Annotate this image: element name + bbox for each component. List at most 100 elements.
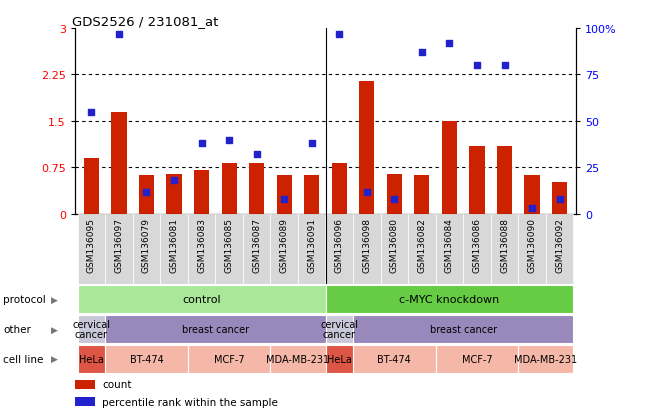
- Point: [389, 196, 400, 203]
- Text: GSM136081: GSM136081: [169, 218, 178, 273]
- Bar: [243, 214, 270, 285]
- Text: count: count: [102, 380, 132, 389]
- Point: [472, 63, 482, 69]
- Text: GSM136083: GSM136083: [197, 218, 206, 273]
- Bar: [387, 174, 402, 214]
- Text: cervical
cancer: cervical cancer: [72, 319, 111, 339]
- Bar: [105, 214, 133, 285]
- Bar: [408, 214, 436, 285]
- Text: GSM136095: GSM136095: [87, 218, 96, 273]
- Text: MCF-7: MCF-7: [214, 354, 244, 364]
- Bar: [326, 345, 353, 373]
- Bar: [111, 112, 126, 214]
- Text: MDA-MB-231: MDA-MB-231: [514, 354, 577, 364]
- Bar: [326, 315, 353, 343]
- Point: [444, 40, 454, 47]
- Text: HeLa: HeLa: [79, 354, 104, 364]
- Point: [555, 196, 565, 203]
- Text: GSM136084: GSM136084: [445, 218, 454, 273]
- Text: percentile rank within the sample: percentile rank within the sample: [102, 396, 279, 407]
- Bar: [326, 285, 574, 313]
- Bar: [75, 380, 95, 389]
- Text: MCF-7: MCF-7: [462, 354, 492, 364]
- Text: HeLa: HeLa: [327, 354, 352, 364]
- Bar: [167, 174, 182, 214]
- Bar: [353, 345, 436, 373]
- Text: ▶: ▶: [51, 354, 57, 363]
- Bar: [552, 182, 567, 214]
- Point: [197, 140, 207, 147]
- Bar: [215, 214, 243, 285]
- Bar: [270, 345, 326, 373]
- Text: protocol: protocol: [3, 294, 46, 304]
- Point: [361, 189, 372, 195]
- Bar: [139, 176, 154, 214]
- Text: ▶: ▶: [51, 325, 57, 334]
- Text: cell line: cell line: [3, 354, 44, 364]
- Text: GDS2526 / 231081_at: GDS2526 / 231081_at: [72, 15, 219, 28]
- Bar: [77, 315, 105, 343]
- Bar: [381, 214, 408, 285]
- Text: GSM136091: GSM136091: [307, 218, 316, 273]
- Point: [114, 31, 124, 38]
- Bar: [518, 214, 546, 285]
- Bar: [469, 146, 484, 214]
- Point: [499, 63, 510, 69]
- Text: GSM136085: GSM136085: [225, 218, 234, 273]
- Point: [141, 189, 152, 195]
- Bar: [77, 345, 105, 373]
- Text: GSM136086: GSM136086: [473, 218, 482, 273]
- Bar: [221, 164, 237, 214]
- Bar: [160, 214, 187, 285]
- Text: GSM136096: GSM136096: [335, 218, 344, 273]
- Text: breast cancer: breast cancer: [430, 324, 497, 334]
- Bar: [436, 345, 518, 373]
- Bar: [84, 159, 99, 214]
- Point: [307, 140, 317, 147]
- Bar: [77, 214, 105, 285]
- Text: GSM136097: GSM136097: [115, 218, 124, 273]
- Bar: [270, 214, 298, 285]
- Text: GSM136098: GSM136098: [363, 218, 371, 273]
- Bar: [546, 214, 574, 285]
- Text: GSM136079: GSM136079: [142, 218, 151, 273]
- Bar: [491, 214, 518, 285]
- Bar: [187, 345, 270, 373]
- Bar: [525, 176, 540, 214]
- Point: [417, 50, 427, 56]
- Text: MDA-MB-231: MDA-MB-231: [266, 354, 329, 364]
- Point: [224, 137, 234, 143]
- Bar: [436, 214, 464, 285]
- Text: GSM136092: GSM136092: [555, 218, 564, 273]
- Text: ▶: ▶: [51, 295, 57, 304]
- Text: GSM136082: GSM136082: [417, 218, 426, 273]
- Bar: [414, 176, 430, 214]
- Bar: [187, 214, 215, 285]
- Bar: [105, 345, 187, 373]
- Bar: [497, 146, 512, 214]
- Text: breast cancer: breast cancer: [182, 324, 249, 334]
- Bar: [332, 164, 347, 214]
- Bar: [353, 214, 381, 285]
- Text: c-MYC knockdown: c-MYC knockdown: [399, 294, 499, 304]
- Bar: [194, 171, 209, 214]
- Bar: [105, 315, 326, 343]
- Text: GSM136089: GSM136089: [280, 218, 288, 273]
- Point: [169, 178, 179, 184]
- Text: BT-474: BT-474: [378, 354, 411, 364]
- Bar: [75, 397, 95, 406]
- Bar: [464, 214, 491, 285]
- Text: GSM136080: GSM136080: [390, 218, 399, 273]
- Text: cervical
cancer: cervical cancer: [320, 319, 358, 339]
- Bar: [298, 214, 326, 285]
- Bar: [133, 214, 160, 285]
- Text: GSM136087: GSM136087: [252, 218, 261, 273]
- Point: [279, 196, 290, 203]
- Text: other: other: [3, 324, 31, 334]
- Point: [251, 152, 262, 158]
- Bar: [249, 164, 264, 214]
- Bar: [326, 214, 353, 285]
- Bar: [304, 176, 319, 214]
- Bar: [77, 285, 326, 313]
- Point: [527, 206, 537, 212]
